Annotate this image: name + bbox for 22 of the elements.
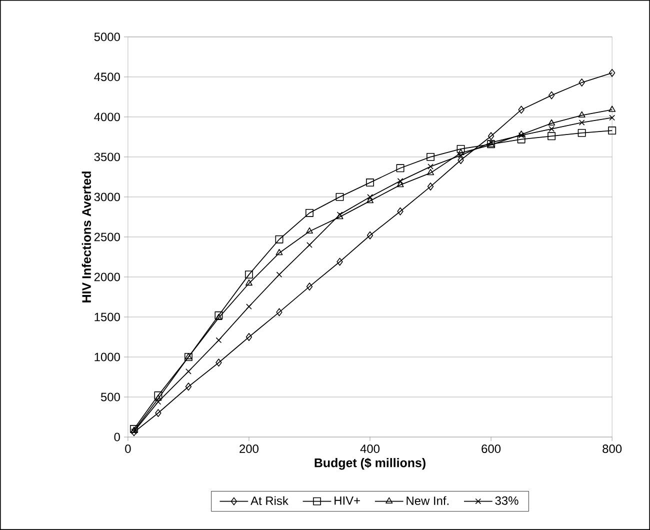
legend-label: HIV+ [334, 496, 360, 505]
y-tick-label: 0 [114, 432, 120, 442]
y-tick-label: 3500 [94, 152, 120, 162]
y-tick-label: 1000 [94, 352, 120, 362]
y-tick-label: 3000 [94, 192, 120, 202]
legend-label: 33% [495, 496, 518, 505]
y-tick-label: 2000 [94, 272, 120, 282]
y-tick-label: 2500 [94, 232, 120, 242]
legend-label: New Inf. [406, 496, 448, 506]
legend-label: At Risk [250, 496, 288, 506]
y-tick-label: 1500 [94, 312, 120, 322]
y-axis-title: HIV Infections Averted [82, 172, 91, 302]
x-axis-title: Budget ($ millions) [314, 458, 426, 470]
y-tick-label: 4000 [94, 112, 120, 122]
x-tick-label: 800 [602, 444, 622, 454]
x-tick-label: 200 [240, 444, 258, 454]
x-tick-label: 400 [360, 444, 380, 454]
y-tick-label: 500 [100, 392, 120, 402]
y-tick-label: 5000 [94, 32, 120, 42]
x-tick-label: 600 [482, 444, 501, 454]
x-tick-label: 0 [125, 444, 131, 454]
y-tick-label: 4500 [94, 72, 120, 82]
